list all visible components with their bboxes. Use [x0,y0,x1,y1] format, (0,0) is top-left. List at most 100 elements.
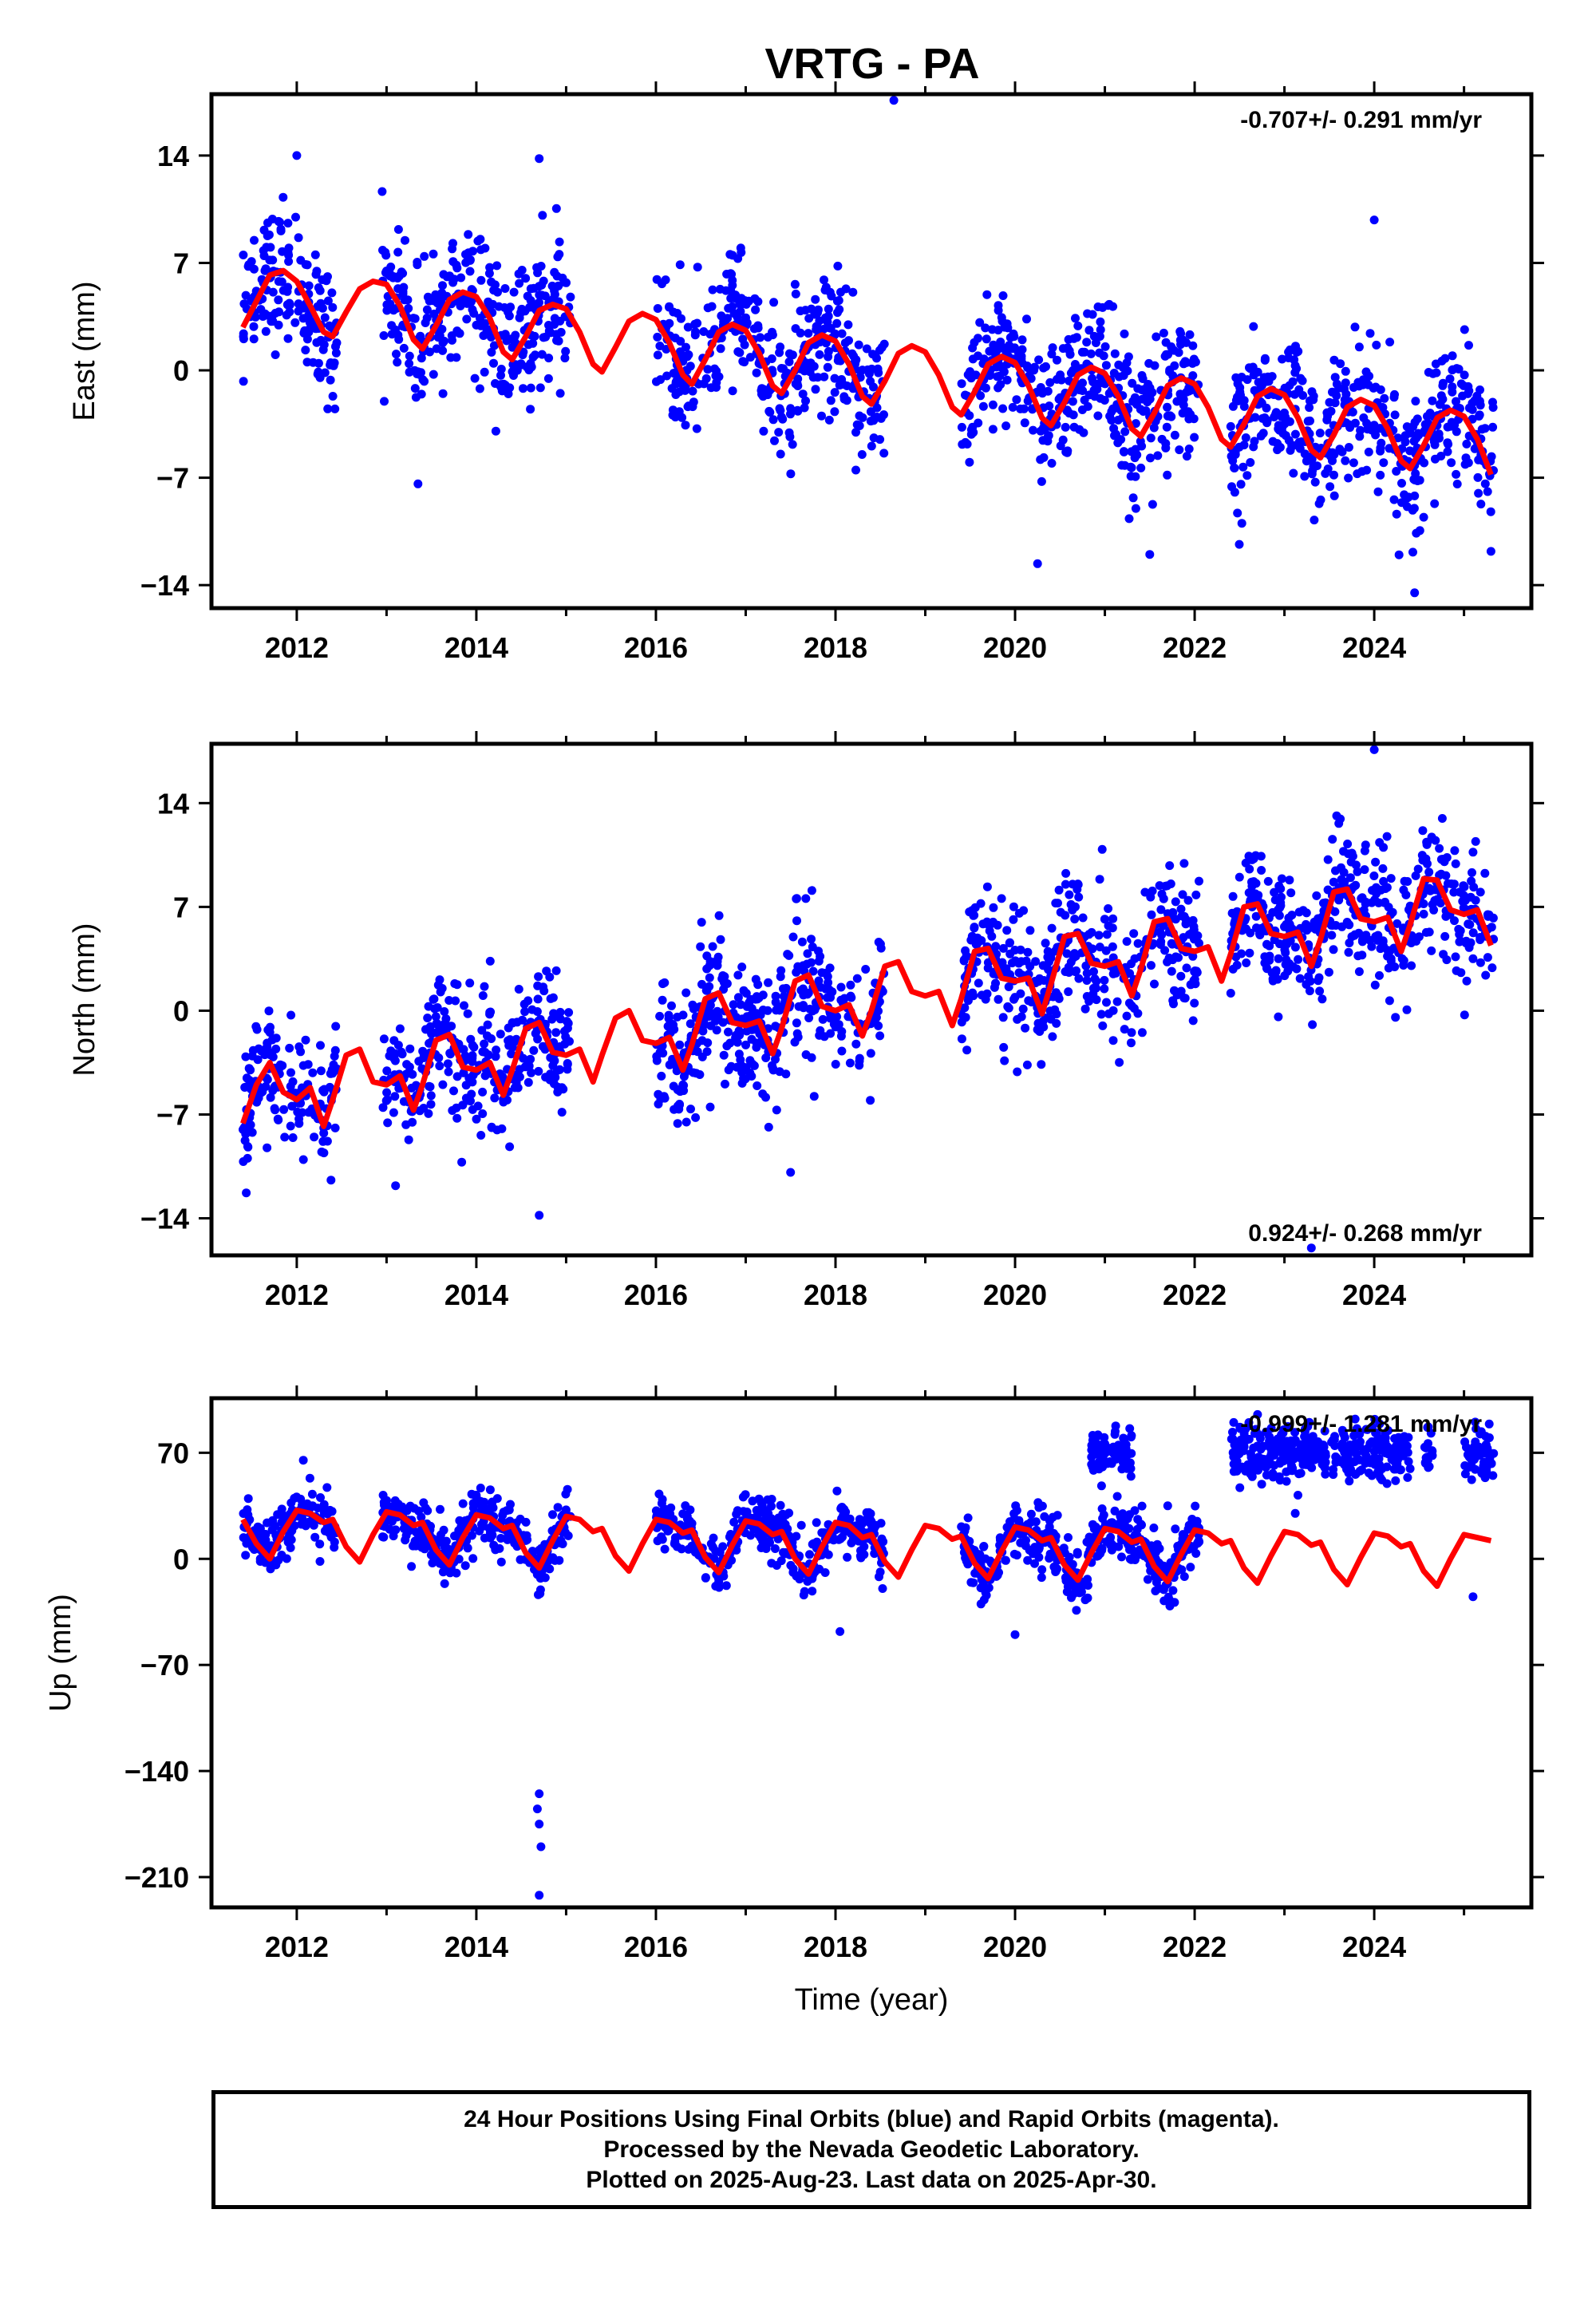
data-point [477,1026,487,1035]
data-point [483,1020,492,1030]
data-point [1354,967,1364,976]
data-point [1108,942,1117,951]
data-point [440,1579,449,1588]
data-point [389,1531,398,1541]
data-point [1319,899,1328,908]
data-point [553,1503,563,1512]
data-point [799,1001,808,1010]
data-point [1339,868,1349,877]
data-point [792,1018,801,1028]
data-point [1253,894,1262,903]
data-point [770,436,779,445]
data-point [1005,341,1014,350]
data-point [957,379,966,389]
data-point [469,1042,479,1052]
data-point [566,292,575,302]
data-point [770,1544,780,1553]
data-point [1088,990,1098,999]
data-point [1348,407,1357,417]
data-point [527,1068,536,1077]
data-point [260,309,270,318]
data-point [771,1022,780,1031]
data-point [820,1568,830,1577]
data-point [416,1532,425,1542]
data-point [313,1504,322,1513]
data-point [1147,961,1156,970]
data-point [1163,909,1172,919]
data-point [1409,504,1419,513]
data-point [813,373,823,382]
data-point [1305,986,1314,996]
data-point [1420,458,1429,468]
data-point [418,1046,428,1056]
data-point-outlier [1369,215,1379,225]
data-point [1466,892,1476,902]
data-point [669,369,678,378]
data-point [1329,470,1338,480]
data-point [1163,411,1172,421]
data-point [1431,359,1440,369]
data-point [974,334,982,343]
data-point [434,1053,444,1062]
data-point [669,1081,678,1091]
data-point [832,1486,842,1496]
data-point [509,333,519,342]
data-point [837,375,847,384]
data-point [442,1547,452,1556]
data-point [1069,410,1078,420]
data-point [701,373,711,383]
data-point [452,326,462,336]
data-point [1162,350,1171,359]
data-point [465,978,475,988]
data-point [480,243,490,253]
data-point [836,1504,846,1513]
data-point [706,1021,716,1030]
data-point [1402,1005,1412,1014]
data-point [489,341,499,350]
data-point [1280,419,1290,429]
data-point [1302,456,1311,466]
data-point [867,441,876,451]
data-point [989,340,998,350]
data-point [1310,516,1319,525]
data-point [1270,887,1279,897]
data-point [378,1491,388,1500]
data-point [769,298,779,307]
data-point [1100,915,1109,924]
data-point [861,965,871,974]
data-point [1179,911,1189,921]
data-point [998,404,1008,413]
data-point [751,994,760,1004]
data-point [294,233,303,243]
data-point [875,1031,885,1041]
data-point [1130,954,1140,963]
data-point [1127,1555,1136,1564]
data-point [962,951,971,961]
data-point [1379,458,1389,468]
data-point [284,243,294,253]
data-point [801,396,810,405]
data-point [1423,412,1432,421]
data-point [1257,1480,1266,1489]
data-points-north [239,745,1499,1253]
data-point [1317,994,1327,1004]
data-point [476,1484,485,1492]
data-point [847,993,856,1002]
data-point [701,986,711,995]
data-point [1296,373,1306,383]
data-point [280,1132,290,1142]
data-point [496,1557,506,1567]
data-point [1157,930,1167,939]
data-point [670,1533,680,1543]
data-point [1092,1440,1102,1449]
data-point [462,314,472,324]
data-point [993,372,1002,381]
data-point [1132,1549,1141,1559]
data-point [1110,1506,1120,1516]
data-point [1488,403,1498,412]
data-point [1112,1520,1122,1529]
data-point [557,1108,567,1117]
data-point [1002,926,1012,935]
data-point [1050,1005,1060,1014]
data-point [729,1000,738,1010]
